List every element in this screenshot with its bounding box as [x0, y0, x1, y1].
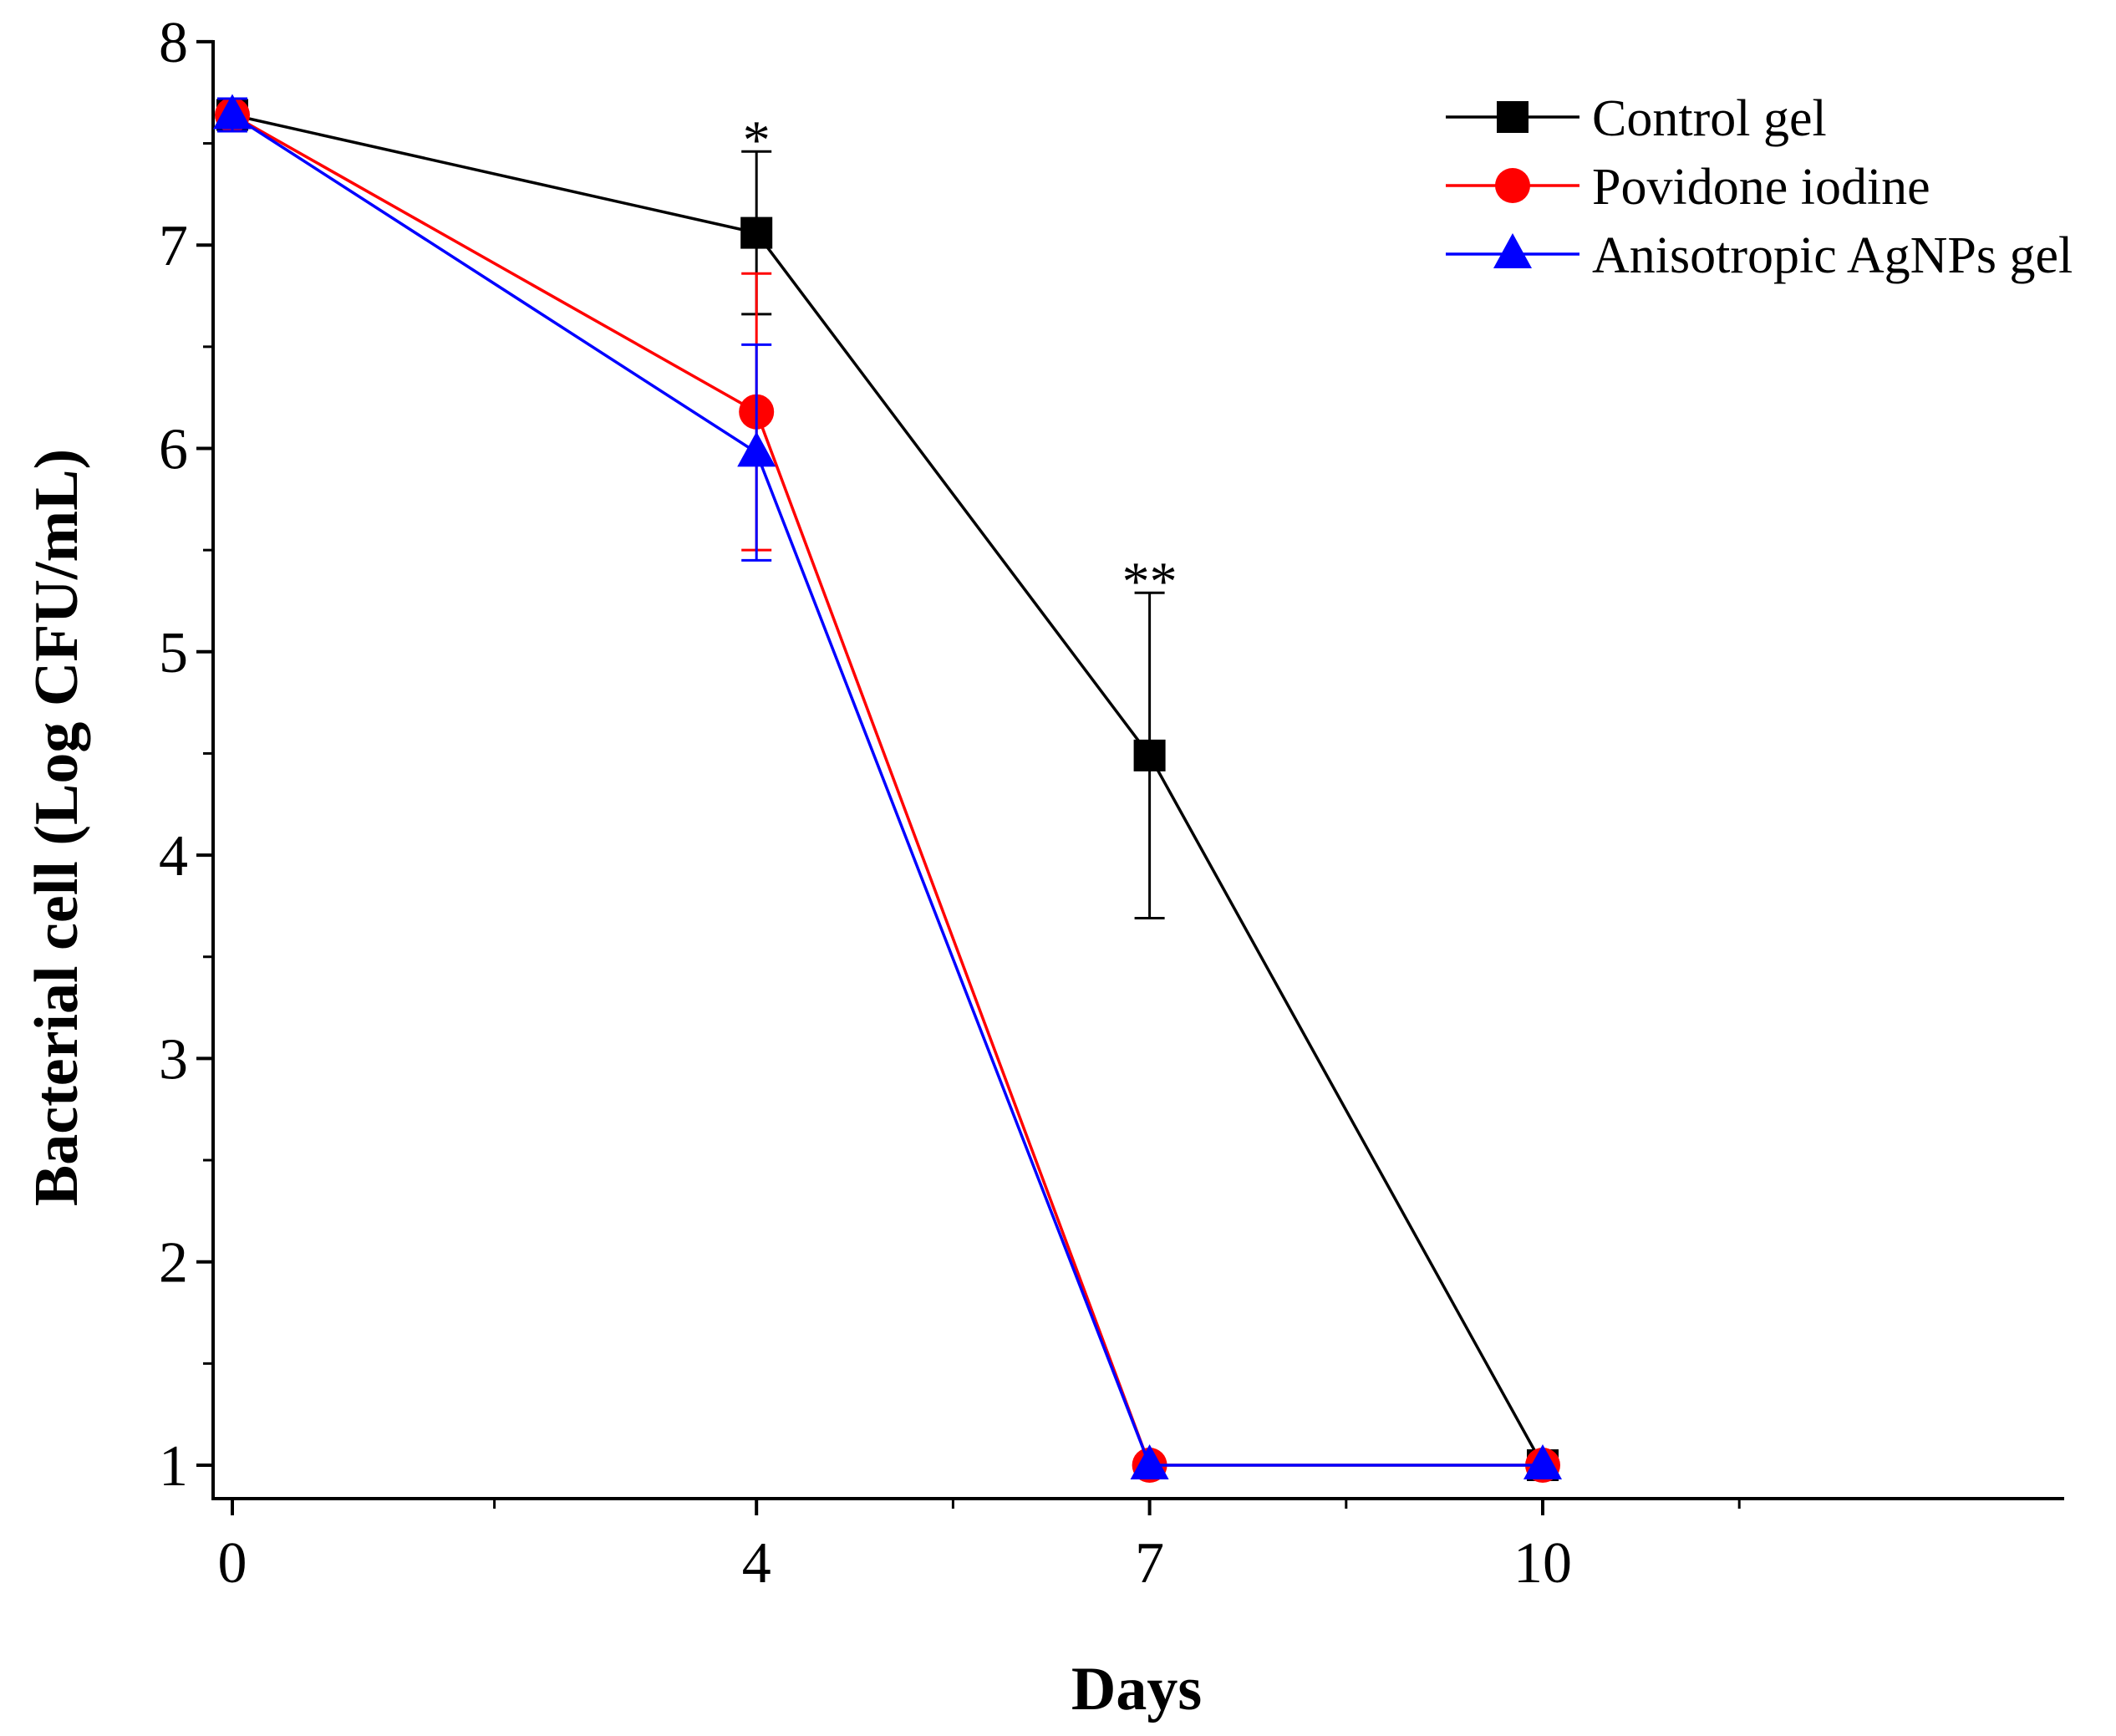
y-tick-label: 5	[159, 621, 188, 685]
data-point	[213, 94, 252, 130]
y-tick-label: 3	[159, 1027, 188, 1092]
legend-label: Anisotropic AgNPs gel	[1592, 227, 2073, 284]
x-tick-label: 10	[1513, 1531, 1572, 1596]
series-line	[231, 114, 1543, 1467]
x-tick-label: 0	[218, 1531, 247, 1596]
y-tick-label: 7	[159, 214, 188, 278]
series-line	[231, 113, 1544, 1466]
significance-annotation: *	[743, 110, 771, 171]
legend-label: Povidone iodine	[1592, 159, 1930, 216]
series-2	[213, 94, 1562, 1479]
y-tick-label: 1	[159, 1434, 188, 1499]
legend-marker	[1493, 233, 1532, 268]
legend-marker	[1497, 101, 1529, 133]
y-tick-label: 6	[159, 418, 188, 482]
y-tick-label: 2	[159, 1231, 188, 1296]
data-point	[1130, 1444, 1169, 1479]
x-tick-label: 7	[1135, 1531, 1164, 1596]
legend-entry-2: Anisotropic AgNPs gel	[1446, 227, 2073, 284]
legend-entry-1: Povidone iodine	[1446, 159, 1930, 216]
y-tick-label: 4	[159, 824, 188, 888]
annotation-layer: ***	[743, 110, 1178, 613]
series-layer	[213, 94, 1562, 1483]
x-tick-label: 4	[742, 1531, 771, 1596]
legend-label: Control gel	[1592, 90, 1827, 147]
significance-annotation: **	[1122, 552, 1178, 613]
data-point	[1133, 739, 1166, 771]
x-axis-title: Days	[1071, 1655, 1202, 1723]
data-point	[737, 431, 776, 467]
legend-entry-0: Control gel	[1446, 90, 1827, 147]
data-point	[740, 216, 773, 249]
data-point	[1523, 1444, 1562, 1479]
axes: 1 2 3 4 5 6 7 8 0 4 7 10	[159, 11, 2064, 1596]
y-axis-title: Bacterial cell (Log CFU/mL)	[23, 449, 91, 1206]
legend: Control gel Povidone iodine Anisotropic Ag…	[1446, 90, 2073, 284]
y-tick-label: 8	[159, 11, 188, 75]
legend-marker	[1495, 168, 1530, 203]
